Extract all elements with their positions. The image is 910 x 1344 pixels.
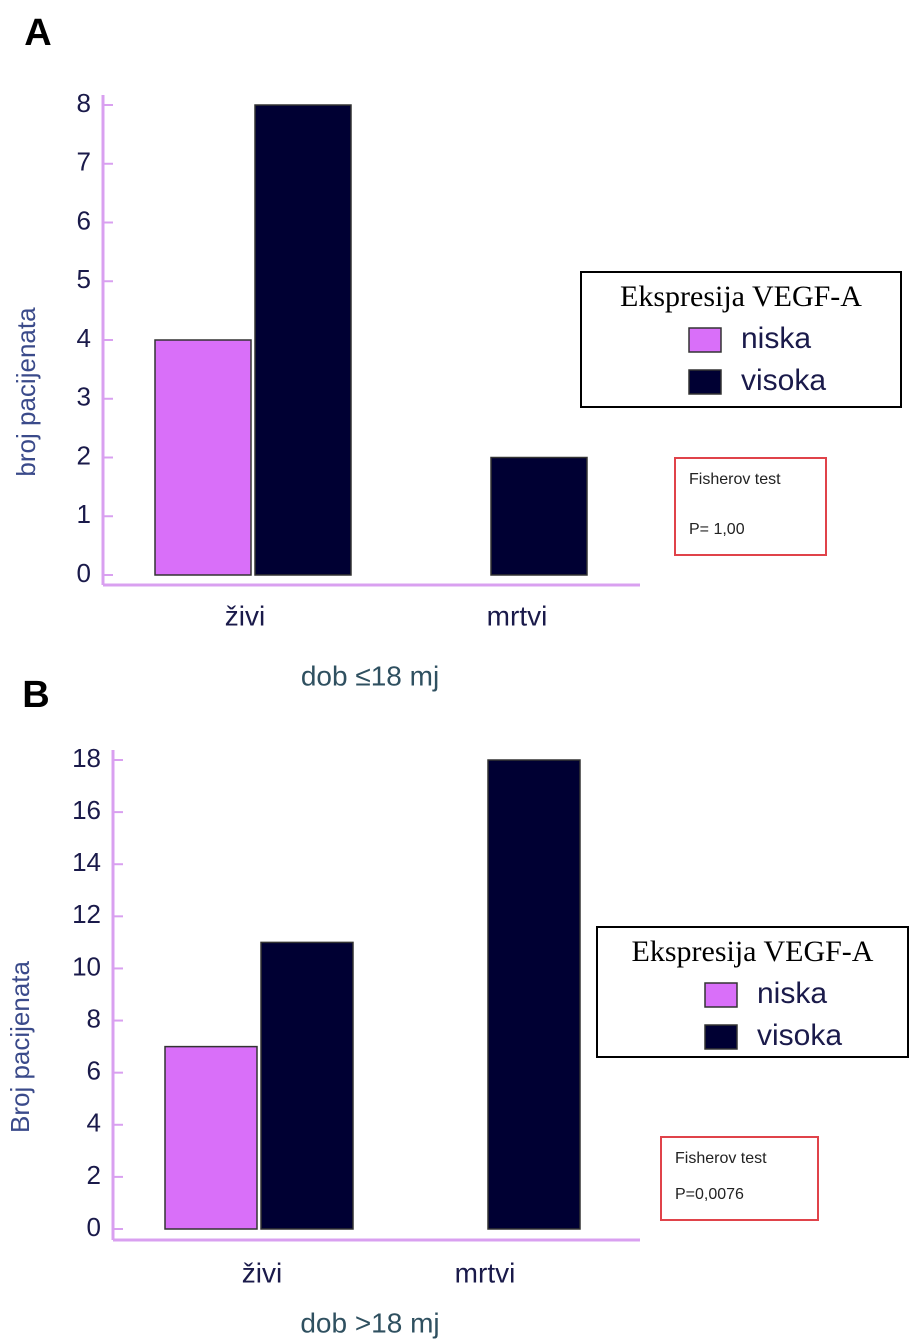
legend-swatch <box>688 369 722 395</box>
y-tick-label: 0 <box>87 1212 101 1242</box>
y-tick-label: 12 <box>72 899 101 929</box>
legend-label: niska <box>741 322 811 355</box>
y-tick-label: 18 <box>72 743 101 773</box>
y-tick-label: 6 <box>77 205 91 235</box>
y-tick-label: 2 <box>77 440 91 470</box>
legend-box <box>580 271 902 408</box>
y-tick-label: 0 <box>77 558 91 588</box>
y-tick-label: 10 <box>72 951 101 981</box>
legend-label: niska <box>757 977 827 1010</box>
annotation-text: P= 1,00 <box>689 521 745 538</box>
legend-swatch <box>688 327 722 353</box>
y-axis-label: broj pacijenata <box>11 307 41 477</box>
legend-box <box>596 926 909 1058</box>
x-tick-label: živi <box>242 1257 282 1288</box>
legend-swatch <box>704 1024 738 1050</box>
panel-label: A <box>24 12 51 54</box>
x-axis-label: dob ≤18 mj <box>301 660 439 691</box>
bar <box>260 941 354 1230</box>
x-axis-label: dob >18 mj <box>300 1307 439 1338</box>
bar <box>490 456 588 576</box>
legend-label: visoka <box>757 1019 842 1052</box>
annotation-title: Fisherov test <box>689 471 781 488</box>
annotation-text: P=0,0076 <box>675 1186 744 1203</box>
y-tick-label: 6 <box>87 1056 101 1086</box>
legend-title: Ekspresija VEGF-A <box>620 280 862 313</box>
y-tick-label: 4 <box>77 323 91 353</box>
bar <box>164 1045 258 1230</box>
bar <box>154 339 252 576</box>
y-tick-label: 7 <box>77 147 91 177</box>
bar <box>487 759 581 1230</box>
annotation-box <box>674 457 827 556</box>
panel-label: B <box>22 674 49 716</box>
x-tick-label: živi <box>225 600 265 631</box>
y-tick-label: 14 <box>72 847 101 877</box>
y-tick-label: 8 <box>77 88 91 118</box>
y-tick-label: 2 <box>87 1160 101 1190</box>
y-tick-label: 5 <box>77 264 91 294</box>
y-tick-label: 4 <box>87 1108 101 1138</box>
y-tick-label: 8 <box>87 1003 101 1033</box>
y-tick-label: 16 <box>72 795 101 825</box>
legend-swatch <box>704 982 738 1008</box>
x-tick-label: mrtvi <box>487 600 548 631</box>
legend-title: Ekspresija VEGF-A <box>632 935 874 968</box>
legend-label: visoka <box>741 364 826 397</box>
y-tick-label: 3 <box>77 382 91 412</box>
bar <box>254 104 352 576</box>
y-axis-label: Broj pacijenata <box>5 960 35 1133</box>
annotation-title: Fisherov test <box>675 1150 767 1167</box>
y-tick-label: 1 <box>77 499 91 529</box>
annotation-box <box>660 1136 819 1221</box>
x-tick-label: mrtvi <box>455 1257 516 1288</box>
